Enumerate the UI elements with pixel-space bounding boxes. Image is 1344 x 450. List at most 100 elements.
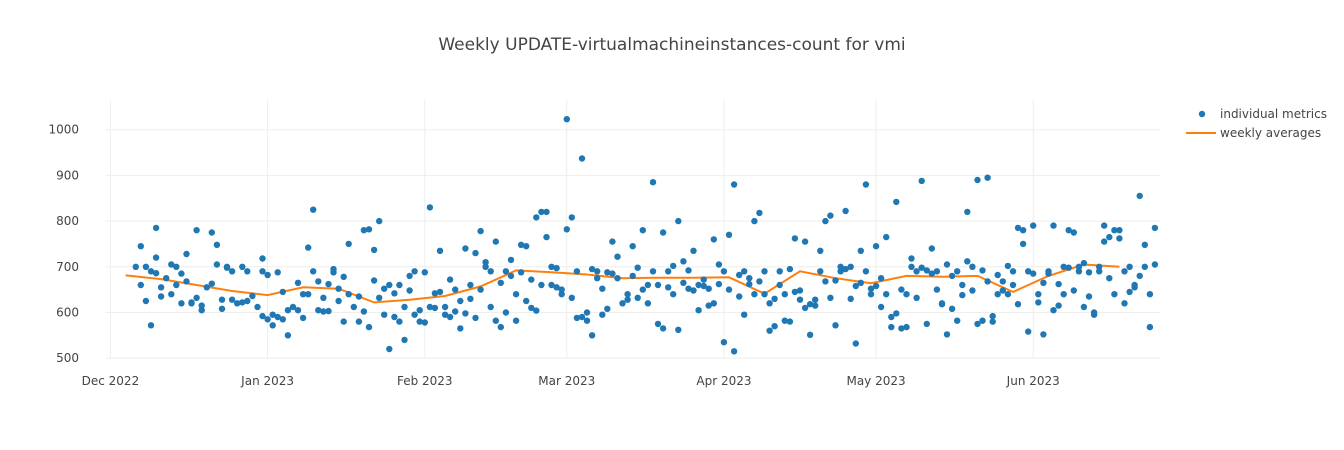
data-point (680, 279, 687, 286)
data-point (330, 265, 337, 273)
data-point (730, 348, 738, 355)
data-point (578, 313, 586, 321)
data-point (700, 276, 707, 283)
data-point (137, 281, 144, 289)
data-point (365, 226, 373, 233)
legend-label-weekly-averages[interactable]: weekly averages (1220, 126, 1321, 140)
data-point (1070, 229, 1078, 236)
data-point (355, 293, 363, 300)
data-point (198, 302, 205, 309)
data-point (959, 281, 966, 289)
data-point (578, 155, 586, 162)
data-point (665, 268, 672, 275)
data-point (954, 317, 961, 324)
data-point (1030, 270, 1037, 277)
data-point (446, 313, 454, 321)
data-point (163, 275, 170, 282)
data-point (659, 325, 667, 332)
data-point (183, 250, 190, 258)
data-point (548, 281, 555, 289)
data-point (1126, 263, 1133, 270)
grid-lines (106, 100, 1160, 359)
x-tick-label: Apr 2023 (696, 374, 751, 388)
data-point (381, 285, 388, 292)
data-point (178, 300, 185, 307)
data-point (401, 303, 408, 311)
data-point (507, 256, 515, 264)
data-point (583, 317, 591, 324)
data-point (989, 312, 996, 320)
data-point (482, 259, 489, 266)
x-tick-label: May 2023 (846, 374, 905, 388)
data-point (806, 301, 814, 308)
data-point (898, 325, 905, 332)
data-point (284, 332, 292, 339)
data-point (1121, 268, 1128, 275)
data-point (426, 204, 434, 211)
data-point (193, 294, 200, 301)
data-point (543, 208, 550, 216)
x-tick-label: Mar 2023 (538, 374, 595, 388)
data-point (421, 269, 428, 276)
data-point (406, 272, 413, 280)
data-point (705, 285, 712, 292)
legend[interactable]: individual metrics weekly averages (1186, 107, 1327, 140)
data-point (741, 311, 748, 318)
data-point (644, 281, 652, 289)
data-point (720, 339, 728, 346)
data-point (441, 303, 449, 311)
data-point (234, 300, 241, 307)
data-point (832, 322, 839, 329)
data-point (969, 263, 976, 270)
data-point (649, 268, 657, 275)
data-point (467, 295, 474, 302)
data-point (989, 318, 996, 325)
legend-marker-individual-metrics (1198, 110, 1206, 118)
data-point (979, 267, 986, 274)
data-point (999, 287, 1006, 294)
data-point (1040, 279, 1047, 286)
x-tick-label: Jan 2023 (240, 374, 294, 388)
data-point (386, 281, 393, 289)
data-point (690, 247, 697, 254)
data-point (604, 305, 611, 312)
data-point (918, 264, 925, 271)
data-point (335, 285, 342, 292)
data-point (1050, 307, 1057, 314)
data-point (761, 291, 768, 298)
data-point (954, 268, 961, 275)
data-point (269, 311, 276, 318)
data-point (1116, 235, 1123, 242)
data-point (497, 323, 504, 331)
legend-label-individual-metrics[interactable]: individual metrics (1220, 107, 1327, 121)
data-point (1004, 291, 1012, 298)
data-point (867, 291, 875, 298)
data-point (680, 258, 687, 265)
data-point (751, 217, 758, 225)
data-point (1085, 293, 1093, 300)
data-point (1050, 222, 1057, 229)
data-point (1060, 263, 1067, 270)
data-point (1060, 291, 1067, 298)
data-point (289, 303, 297, 311)
axis-tick-labels: 500 600 700 800 900 1000 Dec 2022 Jan 2023 Feb 2… (48, 123, 1059, 388)
data-point (279, 316, 286, 323)
data-point (553, 264, 560, 272)
data-point (1065, 264, 1072, 271)
data-point (310, 268, 317, 275)
data-point (639, 227, 646, 234)
data-point (1014, 301, 1022, 308)
data-point (908, 255, 915, 262)
data-point (842, 207, 849, 215)
data-point (994, 271, 1001, 279)
data-point (629, 272, 636, 280)
data-point (994, 291, 1001, 298)
data-point (710, 236, 717, 243)
data-point (218, 296, 226, 303)
data-point (1080, 303, 1088, 311)
data-point (168, 261, 175, 268)
data-point (817, 247, 824, 254)
data-point (497, 279, 504, 286)
data-point (305, 291, 312, 298)
data-point (477, 286, 484, 293)
